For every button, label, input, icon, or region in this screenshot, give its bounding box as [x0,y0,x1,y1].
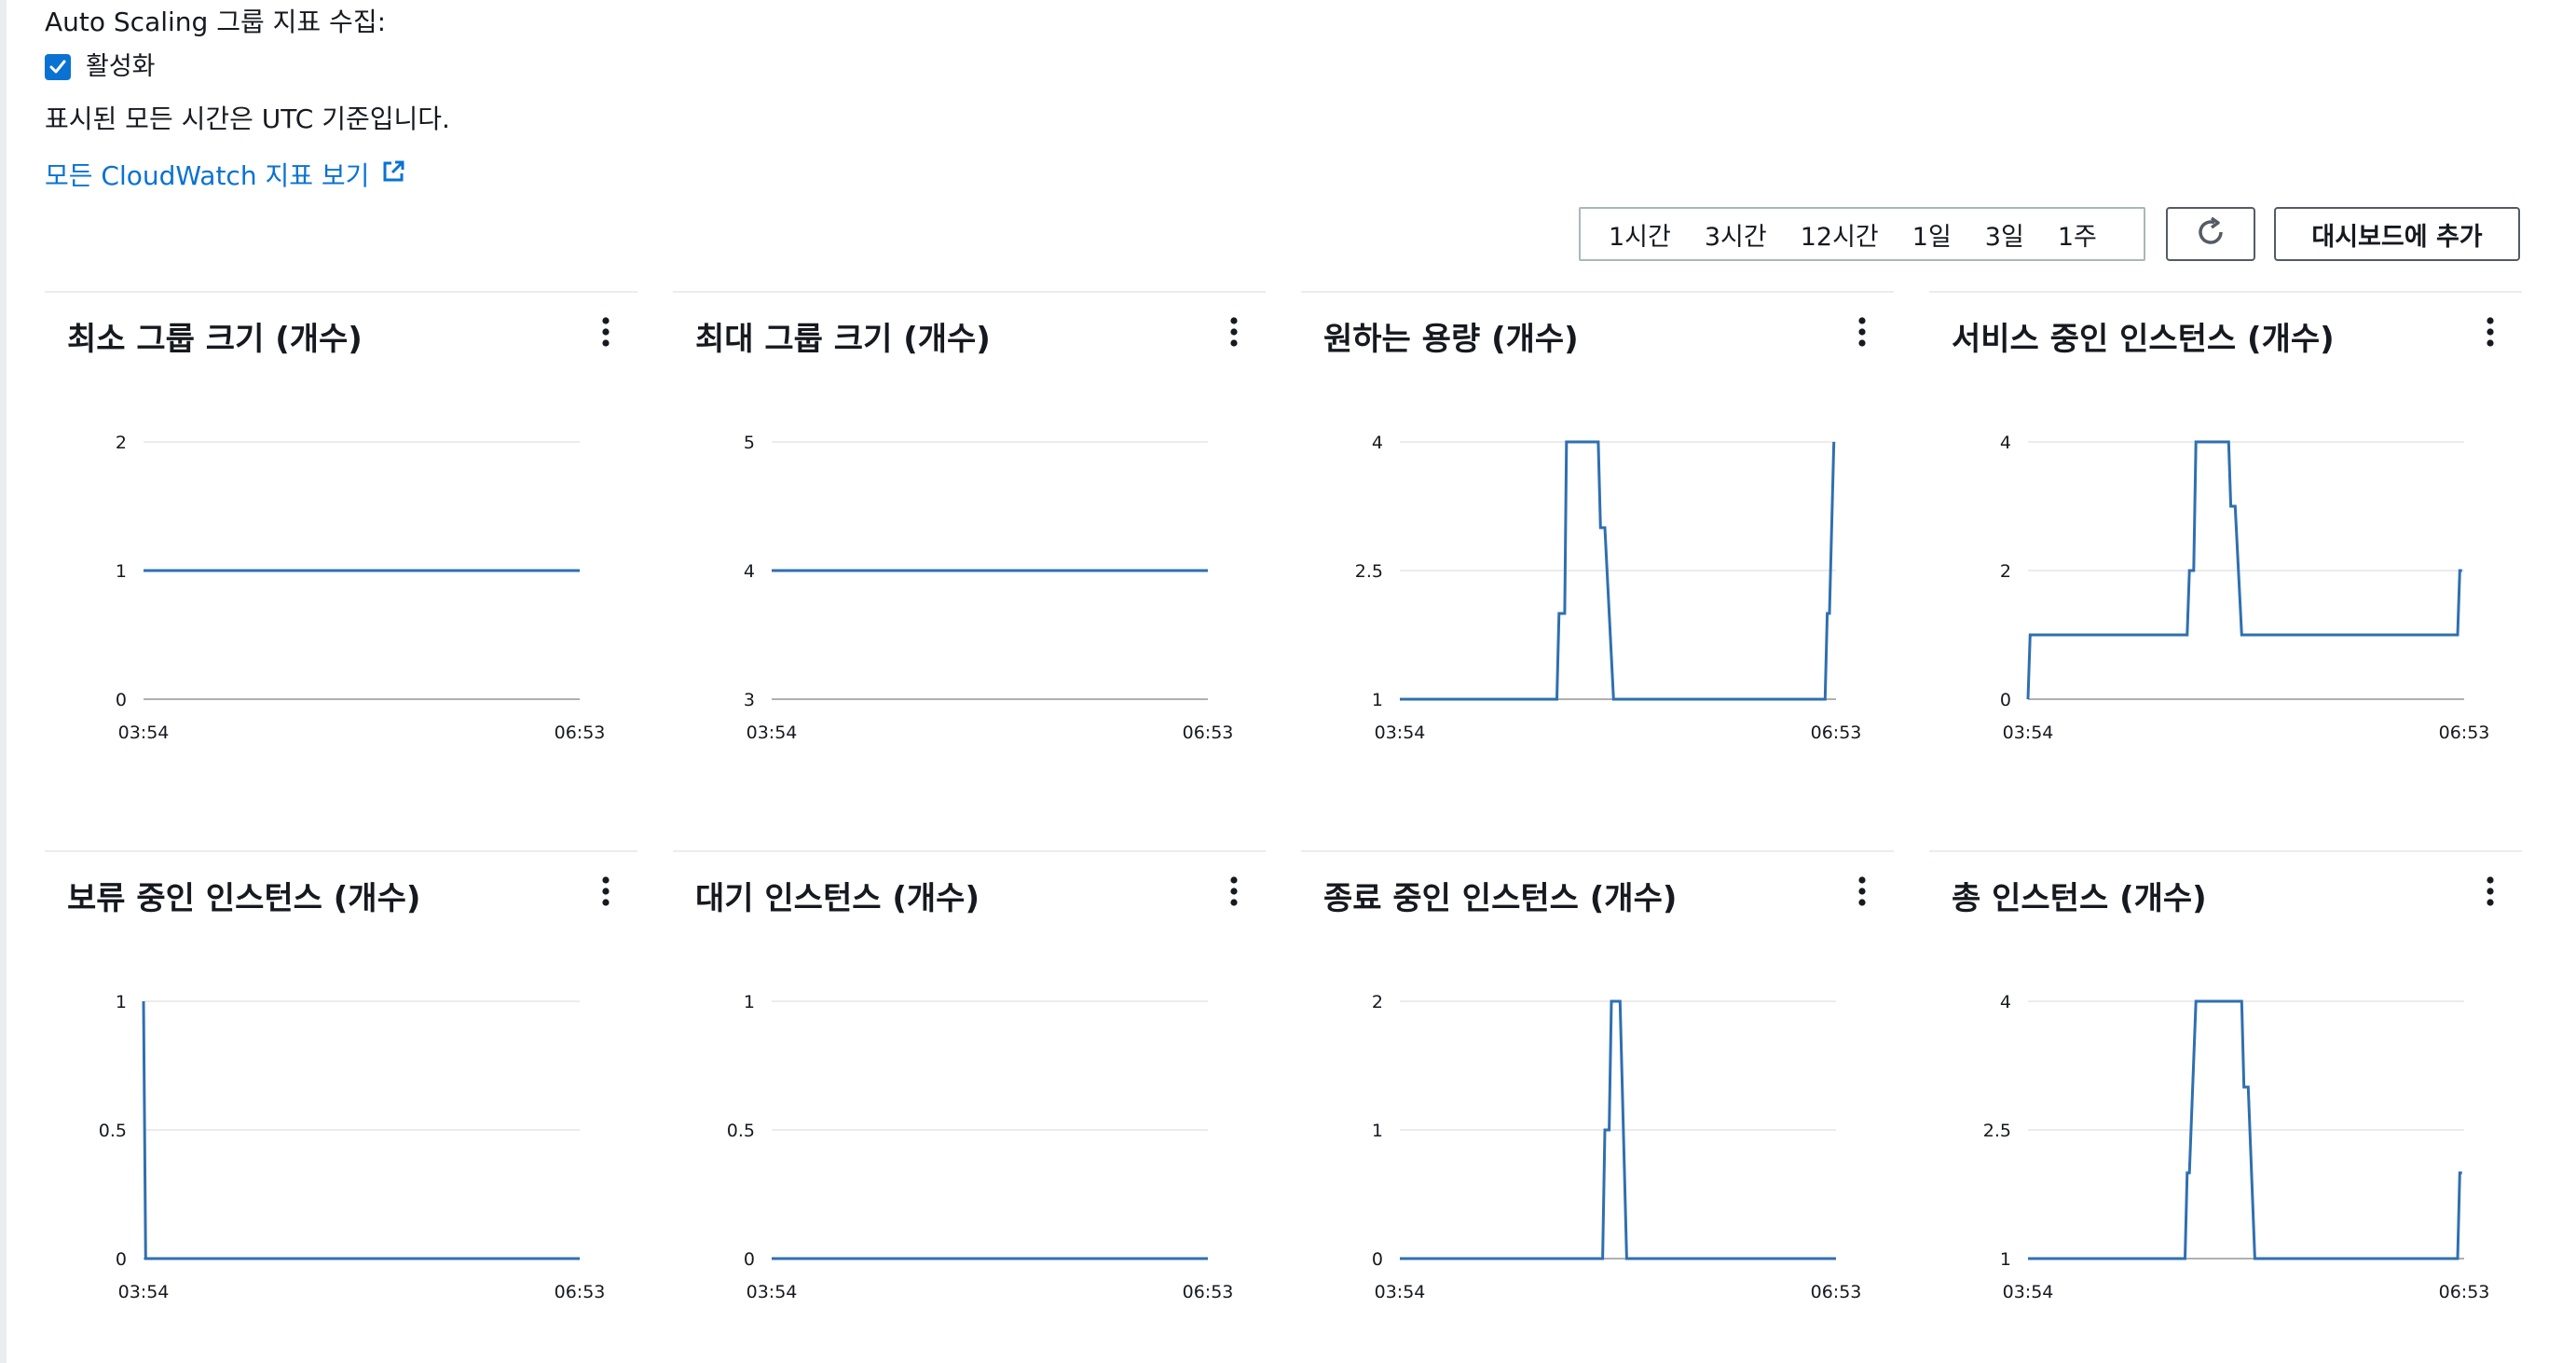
more-vertical-icon[interactable] [595,313,617,351]
y-tick-label: 0 [2000,690,2011,710]
series-line [1400,440,1836,701]
y-tick-label: 0 [116,1249,127,1270]
metrics-collection-label: Auto Scaling 그룹 지표 수집: [45,7,387,37]
refresh-button[interactable] [2166,207,2255,261]
more-vertical-icon[interactable] [1851,873,1873,910]
line-chart: 3 4 5 03:54 06:53 [744,433,1234,743]
y-tick-label: 1 [116,992,127,1012]
more-vertical-icon[interactable] [2479,313,2501,351]
add-to-dashboard-button[interactable]: 대시보드에 추가 [2274,207,2520,261]
x-tick-label: 03:54 [2003,723,2054,743]
x-tick-label: 03:54 [2003,1282,2054,1302]
range-1w-button[interactable]: 1주 [2057,222,2097,252]
range-12h-button[interactable]: 12시간 [1800,222,1879,252]
line-chart: 1 2.5 4 03:54 06:53 [1983,992,2490,1302]
y-tick-label: 0 [744,1249,755,1270]
more-vertical-icon[interactable] [1223,873,1245,910]
x-tick-label: 03:54 [747,723,798,743]
series-line [2028,999,2462,1260]
line-chart: 0 0.5 1 03:54 06:53 [99,992,606,1302]
range-3d-button[interactable]: 3일 [1984,222,2024,252]
series-line [142,1000,580,1260]
x-tick-label: 03:54 [118,1282,170,1302]
widget-title: 총 인스턴스 (개수) [1952,880,2207,917]
y-tick-label: 2.5 [1355,561,1383,582]
y-tick-label: 4 [744,561,755,582]
widget-title: 서비스 중인 인스턴스 (개수) [1952,321,2335,358]
y-tick-label: 0 [116,690,127,710]
line-chart: 0 1 2 03:54 06:53 [116,433,606,743]
more-vertical-icon[interactable] [1851,313,1873,351]
refresh-icon [2194,215,2227,253]
range-3h-button[interactable]: 3시간 [1704,222,1767,252]
metric-widget: 0 1 2 03:54 06:53 최소 그룹 크기 (개수) [45,291,637,813]
timezone-note: 표시된 모든 시간은 UTC 기준입니다. [45,103,450,134]
y-tick-label: 4 [1372,433,1383,453]
widget-title: 보류 중인 인스턴스 (개수) [67,880,421,917]
x-tick-label: 03:54 [747,1282,798,1302]
y-tick-label: 4 [2000,992,2011,1012]
y-tick-label: 2.5 [1983,1121,2011,1141]
cloudwatch-link-label[interactable]: 모든 CloudWatch 지표 보기 [45,159,370,191]
y-tick-label: 0 [1372,1249,1383,1270]
series-line [1400,999,1836,1260]
series-line [2026,440,2462,700]
x-tick-label: 06:53 [1811,1282,1862,1302]
metric-widget: 0 0.5 1 03:54 06:53 대기 인스턴스 (개수) [673,850,1266,1363]
y-tick-label: 4 [2000,433,2011,453]
metric-widget: 0 1 2 03:54 06:53 종료 중인 인스턴스 (개수) [1301,850,1894,1363]
widget-title: 종료 중인 인스턴스 (개수) [1323,880,1678,917]
metric-widget: 3 4 5 03:54 06:53 최대 그룹 크기 (개수) [673,291,1266,813]
range-1h-button[interactable]: 1시간 [1609,222,1671,252]
range-1d-button[interactable]: 1일 [1911,222,1952,252]
x-tick-label: 03:54 [118,723,170,743]
metric-widget: 1 2.5 4 03:54 06:53 총 인스턴스 (개수) [1929,850,2522,1363]
cloudwatch-metrics-link[interactable]: 모든 CloudWatch 지표 보기 [45,158,406,193]
line-chart: 0 1 2 03:54 06:53 [1372,992,1862,1302]
enable-metrics-label: 활성화 [86,52,156,81]
x-tick-label: 03:54 [1375,1282,1426,1302]
y-tick-label: 1 [116,561,127,582]
check-icon[interactable] [45,54,71,80]
widget-title: 최소 그룹 크기 (개수) [67,321,363,358]
widget-title: 최대 그룹 크기 (개수) [695,321,991,358]
metric-widget: 1 2.5 4 03:54 06:53 원하는 용량 (개수) [1301,291,1894,813]
y-tick-label: 3 [744,690,755,710]
widget-title: 원하는 용량 (개수) [1323,321,1579,358]
line-chart: 0 2 4 03:54 06:53 [2000,433,2490,743]
y-tick-label: 0.5 [99,1121,127,1141]
more-vertical-icon[interactable] [1223,313,1245,351]
x-tick-label: 06:53 [2439,1282,2490,1302]
x-tick-label: 06:53 [555,723,606,743]
x-tick-label: 06:53 [1811,723,1862,743]
x-tick-label: 06:53 [2439,723,2490,743]
y-tick-label: 1 [744,992,755,1012]
more-vertical-icon[interactable] [2479,873,2501,910]
widget-title: 대기 인스턴스 (개수) [695,880,980,917]
y-tick-label: 1 [2000,1249,2011,1270]
y-tick-label: 1 [1372,1121,1383,1141]
x-tick-label: 06:53 [555,1282,606,1302]
line-chart: 1 2.5 4 03:54 06:53 [1355,433,1862,743]
metric-widget: 0 2 4 03:54 06:53 서비스 중인 인스턴스 (개수) [1929,291,2522,813]
y-tick-label: 0.5 [727,1121,755,1141]
left-border [0,0,7,1363]
y-tick-label: 1 [1372,690,1383,710]
line-chart: 0 0.5 1 03:54 06:53 [727,992,1234,1302]
metric-widget: 0 0.5 1 03:54 06:53 보류 중인 인스턴스 (개수) [45,850,637,1363]
more-vertical-icon[interactable] [595,873,617,910]
y-tick-label: 5 [744,433,755,453]
enable-metrics-row[interactable]: 활성화 [45,50,156,84]
external-link-icon[interactable] [380,158,406,193]
y-tick-label: 2 [2000,561,2011,582]
y-tick-label: 2 [116,433,127,453]
x-tick-label: 03:54 [1375,723,1426,743]
x-tick-label: 06:53 [1183,723,1234,743]
time-range-selector: 1시간 3시간 12시간 1일 3일 1주 [1579,207,2145,261]
y-tick-label: 2 [1372,992,1383,1012]
x-tick-label: 06:53 [1183,1282,1234,1302]
